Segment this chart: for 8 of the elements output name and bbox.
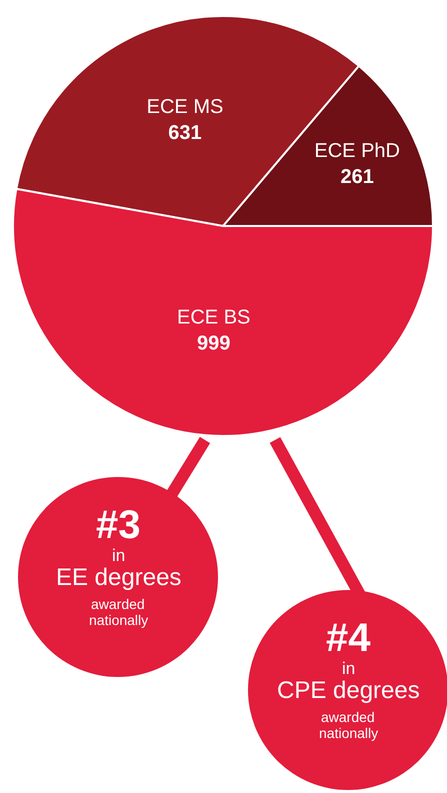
data-label: 261 xyxy=(340,166,374,188)
text: #4 in CPE degrees awarded nationally xyxy=(277,616,420,741)
text: #3 in EE degrees awarded nationally xyxy=(56,503,182,628)
slice-label: ECE PhD xyxy=(314,140,400,162)
data-label: 631 xyxy=(168,122,202,144)
slice-label: ECE BS xyxy=(177,306,250,329)
slice-label: ECE MS xyxy=(146,96,224,118)
data-label: 999 xyxy=(196,332,230,355)
